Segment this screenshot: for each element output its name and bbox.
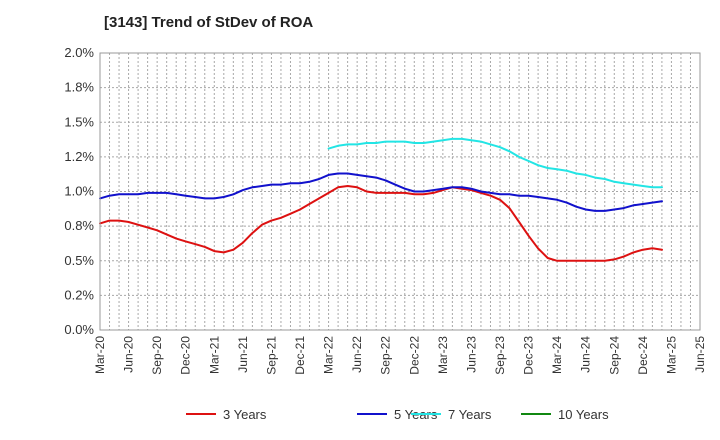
x-tick-label: Jun-22 [350,336,364,373]
x-tick-label: Dec-21 [293,336,307,375]
series-line-3-years [99,185,663,262]
y-tick-label: 1.0% [64,184,94,199]
x-tick-label: Sep-22 [379,336,393,375]
x-tick-label: Mar-21 [207,336,221,374]
x-tick-label: Jun-24 [579,336,593,373]
x-tick-label: Sep-23 [493,336,507,375]
x-tick-label: Dec-24 [636,336,650,375]
legend-label-3-years: 3 Years [223,407,267,422]
x-tick-label: Sep-21 [264,336,278,375]
y-tick-label: 1.2% [64,149,94,164]
legend-label-10-years: 10 Years [558,407,609,422]
x-tick-label: Sep-20 [150,336,164,375]
x-tick-label: Jun-23 [464,336,478,373]
plot-frame [99,52,701,331]
series-line-5-years [99,172,663,212]
y-tick-label: 0.2% [64,287,94,302]
y-tick-label: 0.8% [64,218,94,233]
series-lines [99,137,663,262]
series-line-7-years [327,137,663,189]
x-tick-label: Dec-22 [407,336,421,375]
x-tick-label: Mar-25 [664,336,678,374]
y-tick-label: 0.5% [64,253,94,268]
x-tick-label: Jun-25 [693,336,707,373]
x-tick-label: Dec-20 [179,336,193,375]
y-tick-label: 1.5% [64,114,94,129]
legend-label-7-years: 7 Years [448,407,492,422]
x-tick-label: Jun-21 [236,336,250,373]
x-tick-label: Mar-24 [550,336,564,374]
x-tick-label: Sep-24 [607,336,621,375]
y-tick-label: 2.0% [64,45,94,60]
y-axis-ticks: 0.0% 0.2% 0.5% 0.8% 1.0% 1.2% 1.5% 1.8% 2.0% [64,45,94,337]
x-tick-label: Mar-23 [436,336,450,374]
x-axis-ticks: Mar-20 Jun-20 Sep-20 Dec-20 Mar-21 Jun-21 Sep-… [93,336,707,375]
x-tick-label: Dec-23 [522,336,536,375]
x-tick-label: Mar-22 [322,336,336,374]
x-tick-label: Mar-20 [93,336,107,374]
chart-title: [3143] Trend of StDev of ROA [104,14,314,31]
y-tick-label: 1.8% [64,80,94,95]
y-tick-label: 0.0% [64,322,94,337]
x-tick-label: Jun-20 [122,336,136,373]
grid-lines [100,52,700,331]
legend: 3 Years 5 Years 7 Years 10 Years [186,407,609,422]
